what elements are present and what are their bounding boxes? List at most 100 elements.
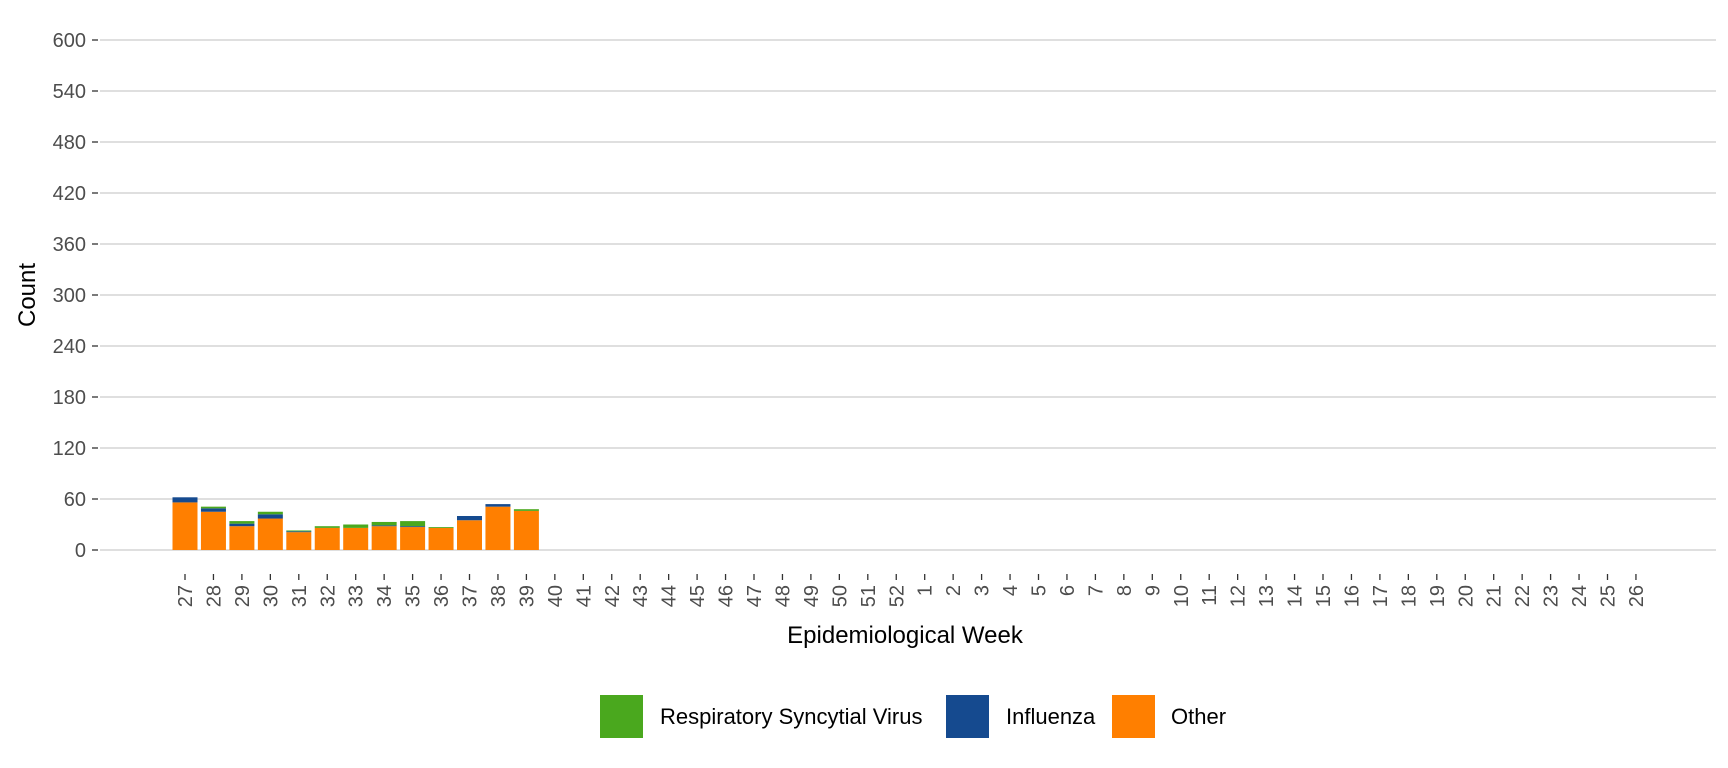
x-tick-label: 39	[516, 585, 538, 607]
x-tick-label: 41	[573, 585, 595, 607]
x-tick-label: 40	[545, 585, 567, 607]
x-axis-title: Epidemiological Week	[787, 622, 1024, 649]
x-tick-label: 44	[659, 585, 681, 607]
x-tick-label: 23	[1541, 585, 1563, 607]
bar-influenza-week-29	[229, 523, 255, 527]
bar-respiratory-syncytial-virus-week-33	[343, 524, 369, 528]
bar-other-week-28	[200, 511, 226, 550]
x-tick-label: 17	[1370, 585, 1392, 607]
x-tick-label: 13	[1256, 585, 1278, 607]
bar-influenza-week-38	[485, 504, 511, 507]
x-tick-label: 7	[1085, 585, 1107, 596]
bar-respiratory-syncytial-virus-week-31	[286, 530, 312, 532]
bar-other-week-37	[457, 520, 482, 550]
bar-influenza-week-28	[200, 508, 226, 512]
x-tick-label: 19	[1427, 585, 1449, 607]
y-tick-label: 240	[53, 336, 86, 358]
bar-other-week-34	[371, 526, 397, 550]
x-tick-label: 33	[346, 585, 368, 607]
y-tick-label: 0	[75, 540, 86, 562]
bar-other-week-31	[286, 532, 312, 550]
x-tick-label: 52	[886, 585, 908, 607]
x-tick-label: 9	[1142, 585, 1164, 596]
x-tick-label: 48	[772, 585, 794, 607]
legend-swatch-other	[1112, 695, 1155, 738]
y-axis: 0 60 120 180 240 300 360 420 480 540 600	[53, 30, 98, 562]
x-tick-label: 14	[1285, 585, 1307, 607]
x-tick-label: 38	[488, 585, 510, 607]
bar-respiratory-syncytial-virus-week-36	[428, 527, 454, 528]
x-tick-label: 20	[1455, 585, 1477, 607]
x-tick-label: 22	[1512, 585, 1534, 607]
bar-other-week-39	[513, 510, 539, 550]
y-tick-label: 600	[53, 30, 86, 52]
grid-lines	[100, 39, 1716, 551]
bar-other-week-36	[428, 527, 454, 550]
bar-influenza-week-30	[257, 514, 283, 519]
x-tick-label: 45	[687, 585, 709, 607]
y-tick-label: 120	[53, 438, 86, 460]
x-tick-label: 16	[1341, 585, 1363, 607]
bar-other-week-30	[257, 518, 283, 550]
bar-other-week-27	[172, 502, 198, 550]
x-tick-label: 3	[972, 585, 994, 596]
y-axis-title: Count	[14, 263, 41, 327]
bar-influenza-week-31	[286, 531, 312, 533]
x-tick-label: 11	[1199, 585, 1221, 606]
x-tick-label: 34	[374, 585, 396, 607]
y-tick-label: 360	[53, 234, 86, 256]
legend-label-other: Other	[1171, 704, 1226, 729]
y-tick-label: 540	[53, 81, 86, 103]
y-tick-label: 60	[64, 489, 86, 511]
x-axis: 27 28 29 30 31 32 33 34 35 36 37 38 39 40 41 42 43 44 45 46…	[175, 574, 1648, 607]
x-tick-label: 37	[460, 585, 482, 607]
x-tick-label: 27	[175, 585, 197, 607]
x-tick-label: 43	[630, 585, 652, 607]
bar-respiratory-syncytial-virus-week-29	[229, 521, 255, 524]
x-tick-label: 15	[1313, 585, 1335, 607]
bar-other-week-33	[343, 527, 369, 550]
x-tick-label: 30	[260, 585, 282, 607]
legend-swatch-influenza	[946, 695, 989, 738]
x-tick-label: 4	[1000, 585, 1022, 596]
x-tick-label: 25	[1598, 585, 1620, 607]
bar-respiratory-syncytial-virus-week-35	[400, 521, 426, 527]
y-tick-label: 300	[53, 285, 86, 307]
bar-other-week-38	[485, 506, 511, 550]
x-tick-label: 10	[1171, 585, 1193, 607]
x-tick-label: 42	[602, 585, 624, 607]
x-tick-label: 50	[829, 585, 851, 607]
x-tick-label: 21	[1484, 585, 1506, 607]
y-tick-label: 180	[53, 387, 86, 409]
bars	[172, 497, 539, 550]
x-tick-label: 32	[317, 585, 339, 607]
x-tick-label: 1	[915, 585, 937, 596]
legend: Respiratory Syncytial Virus Influenza Othe…	[600, 695, 1226, 738]
bar-respiratory-syncytial-virus-week-34	[371, 521, 397, 526]
bar-influenza-week-34	[371, 525, 397, 527]
y-tick-label: 420	[53, 183, 86, 205]
x-tick-label: 26	[1626, 585, 1648, 607]
y-tick-label: 480	[53, 132, 86, 154]
bar-other-week-29	[229, 526, 255, 550]
x-tick-label: 29	[232, 585, 254, 607]
bar-respiratory-syncytial-virus-week-39	[513, 509, 539, 511]
x-tick-label: 46	[716, 585, 738, 607]
bar-respiratory-syncytial-virus-week-32	[314, 526, 340, 528]
x-tick-label: 6	[1057, 585, 1079, 596]
bar-respiratory-syncytial-virus-week-28	[200, 506, 226, 509]
bar-respiratory-syncytial-virus-week-30	[257, 511, 283, 515]
legend-label-respiratory-syncytial-virus: Respiratory Syncytial Virus	[660, 704, 922, 729]
bar-other-week-32	[314, 527, 340, 550]
x-tick-label: 24	[1569, 585, 1591, 607]
legend-label-influenza: Influenza	[1006, 704, 1096, 729]
x-tick-label: 31	[289, 585, 311, 607]
x-tick-label: 35	[403, 585, 425, 607]
x-tick-label: 36	[431, 585, 453, 607]
legend-swatch-respiratory-syncytial-virus	[600, 695, 643, 738]
x-tick-label: 47	[744, 585, 766, 607]
x-tick-label: 49	[801, 585, 823, 607]
x-tick-label: 5	[1029, 585, 1051, 596]
bar-influenza-week-37	[457, 516, 482, 521]
x-tick-label: 18	[1398, 585, 1420, 607]
